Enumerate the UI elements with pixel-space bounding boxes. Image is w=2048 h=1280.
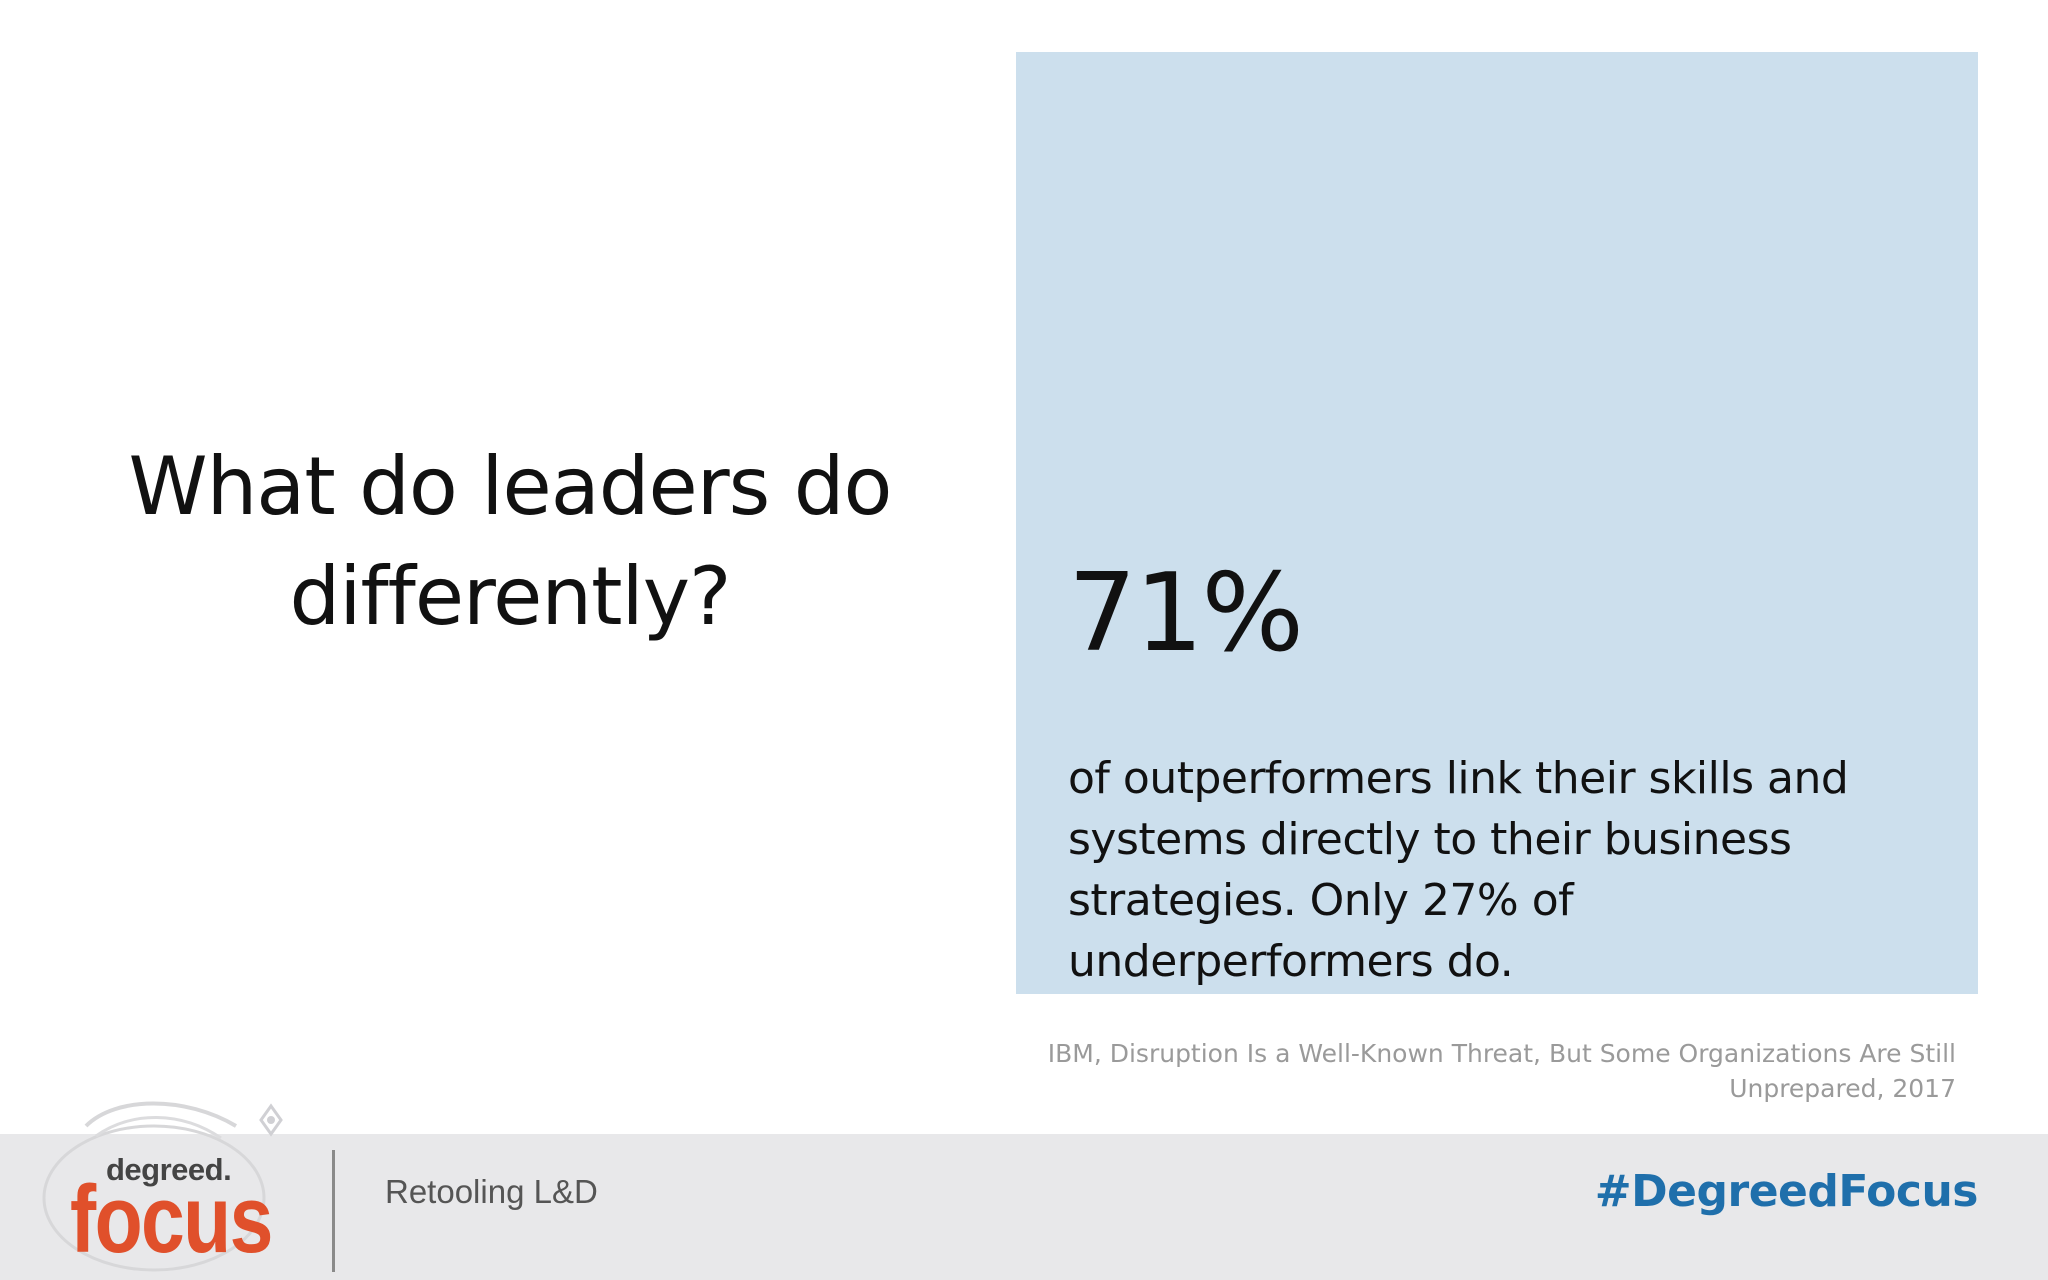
slide-question: What do leaders do differently? [128, 440, 893, 643]
logo-ornament-icon [42, 1101, 283, 1272]
source-citation: IBM, Disruption Is a Well-Known Threat, … [1047, 1039, 1956, 1103]
footer-hashtag: #DegreedFocus [1594, 1166, 1979, 1217]
footer-divider [332, 1150, 335, 1272]
stat-description: of outperformers link their skills and s… [1068, 753, 1849, 987]
degreed-focus-logo: degreed. focus [36, 1086, 306, 1276]
stat-figure: 71% [1068, 551, 1304, 676]
stat-box: 71% of outperformers link their skills a… [1016, 52, 1978, 994]
footer-label: Retooling L&D [385, 1173, 598, 1210]
logo-focus-text: focus [70, 1166, 273, 1273]
footer-bar [0, 1134, 2048, 1280]
logo-degreed-text: degreed. [106, 1152, 232, 1187]
